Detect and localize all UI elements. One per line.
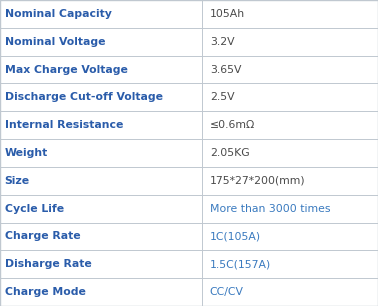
Text: Nominal Capacity: Nominal Capacity [5,9,112,19]
Text: Max Charge Voltage: Max Charge Voltage [5,65,127,75]
Text: Size: Size [5,176,29,186]
Text: 1C(105A): 1C(105A) [210,231,261,241]
Text: Charge Mode: Charge Mode [5,287,85,297]
Text: 1.5C(157A): 1.5C(157A) [210,259,271,269]
Text: Disharge Rate: Disharge Rate [5,259,91,269]
Text: 2.05KG: 2.05KG [210,148,249,158]
Text: Charge Rate: Charge Rate [5,231,80,241]
Text: Weight: Weight [5,148,48,158]
Text: CC/CV: CC/CV [210,287,244,297]
Text: Internal Resistance: Internal Resistance [5,120,123,130]
Text: ≤0.6mΩ: ≤0.6mΩ [210,120,255,130]
Text: More than 3000 times: More than 3000 times [210,203,330,214]
Text: Cycle Life: Cycle Life [5,203,64,214]
Text: Discharge Cut-off Voltage: Discharge Cut-off Voltage [5,92,163,103]
Text: 175*27*200(mm): 175*27*200(mm) [210,176,305,186]
Text: Nominal Voltage: Nominal Voltage [5,37,105,47]
Text: 105Ah: 105Ah [210,9,245,19]
Text: 3.2V: 3.2V [210,37,234,47]
Text: 2.5V: 2.5V [210,92,234,103]
Text: 3.65V: 3.65V [210,65,241,75]
